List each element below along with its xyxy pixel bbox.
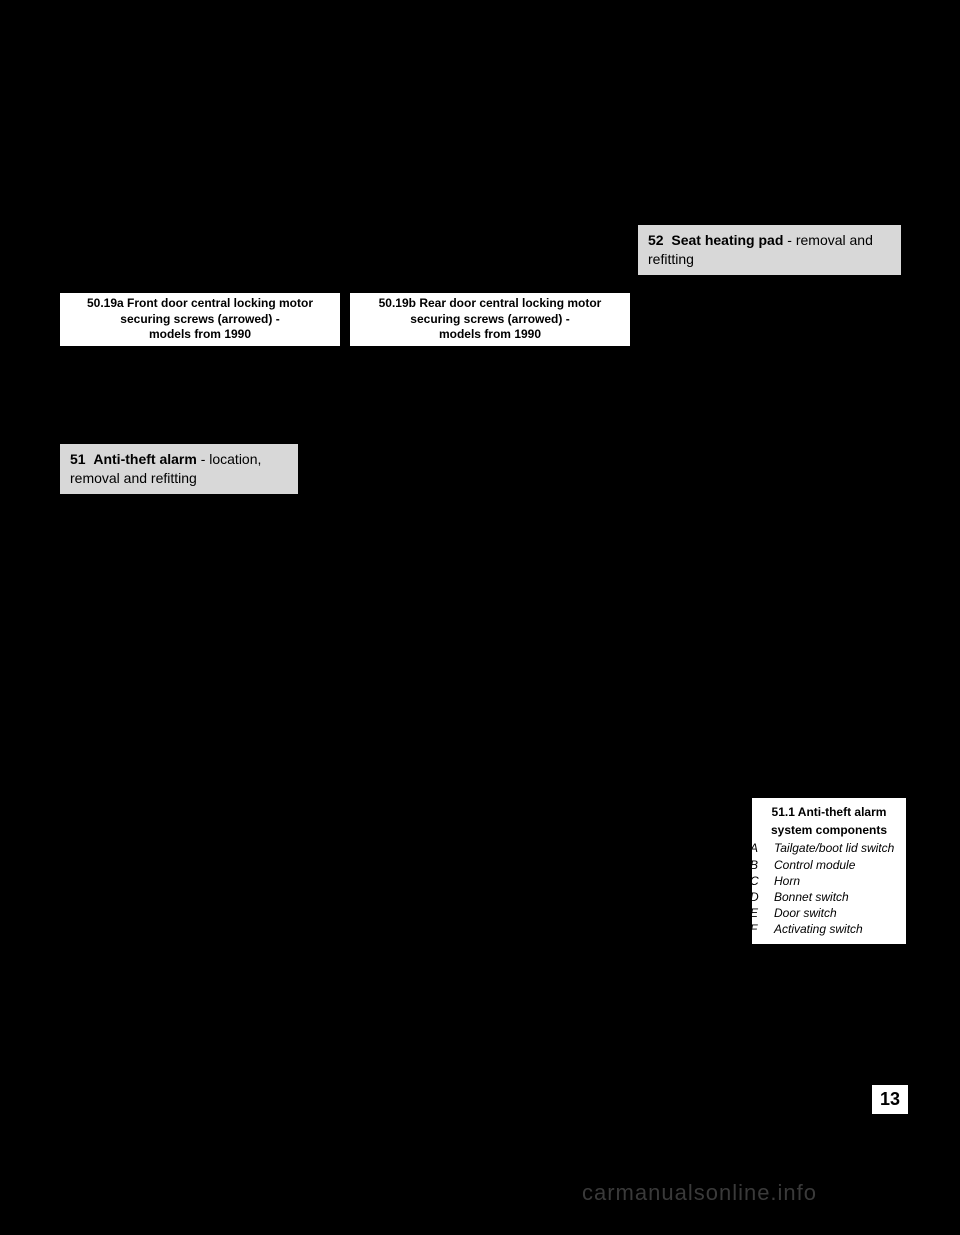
- legend-item-d: DBonnet switch: [760, 889, 898, 905]
- section-heading-51: 51 Anti-theft alarm - location, removal …: [60, 444, 298, 494]
- legend-letter: C: [760, 873, 774, 889]
- section-heading-52: 52 Seat heating pad - removal and refitt…: [638, 225, 901, 275]
- section-52-num: 52: [648, 232, 664, 248]
- caption-left-line3: models from 1990: [149, 327, 251, 341]
- legend-letter: B: [760, 857, 774, 873]
- legend-text: Control module: [774, 858, 855, 872]
- legend-item-f: FActivating switch: [760, 921, 898, 937]
- legend-letter: E: [760, 905, 774, 921]
- legend-text: Bonnet switch: [774, 890, 849, 904]
- caption-right-line3: models from 1990: [439, 327, 541, 341]
- legend-text: Horn: [774, 874, 800, 888]
- section-51-title: Anti-theft alarm: [93, 451, 196, 467]
- legend-item-c: CHorn: [760, 873, 898, 889]
- legend-item-b: BControl module: [760, 857, 898, 873]
- legend-letter: D: [760, 889, 774, 905]
- section-51-num: 51: [70, 451, 86, 467]
- legend-title-line2: system components: [760, 822, 898, 838]
- figure-caption-left: 50.19a Front door central locking motor …: [60, 293, 340, 346]
- caption-left-line1: 50.19a Front door central locking motor: [87, 296, 313, 310]
- legend-text: Activating switch: [774, 922, 863, 936]
- figure-caption-right: 50.19b Rear door central locking motor s…: [350, 293, 630, 346]
- legend-item-a: ATailgate/boot lid switch: [760, 840, 898, 856]
- legend-letter: A: [760, 840, 774, 856]
- caption-left-line2: securing screws (arrowed) -: [120, 312, 279, 326]
- watermark-text: carmanualsonline.info: [582, 1180, 817, 1206]
- figure-legend-51-1: 51.1 Anti-theft alarm system components …: [752, 798, 906, 944]
- legend-text: Tailgate/boot lid switch: [774, 841, 894, 855]
- legend-letter: F: [760, 921, 774, 937]
- page-number: 13: [880, 1089, 900, 1109]
- legend-title-line1: 51.1 Anti-theft alarm: [760, 804, 898, 820]
- legend-item-e: EDoor switch: [760, 905, 898, 921]
- section-52-title: Seat heating pad: [671, 232, 783, 248]
- page-number-tab: 13: [872, 1085, 908, 1114]
- caption-right-line2: securing screws (arrowed) -: [410, 312, 569, 326]
- caption-right-line1: 50.19b Rear door central locking motor: [379, 296, 602, 310]
- legend-text: Door switch: [774, 906, 837, 920]
